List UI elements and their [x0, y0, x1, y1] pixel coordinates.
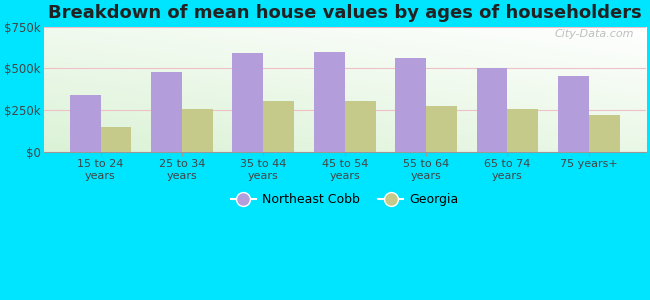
Bar — [233, 53, 263, 152]
Bar — [344, 101, 376, 152]
Bar — [558, 76, 589, 152]
Title: Breakdown of mean house values by ages of householders: Breakdown of mean house values by ages o… — [48, 4, 642, 22]
Bar — [101, 127, 131, 152]
Bar — [151, 72, 182, 152]
Bar — [508, 109, 538, 152]
Text: City-Data.com: City-Data.com — [554, 29, 634, 39]
Bar — [426, 106, 457, 152]
Bar — [476, 68, 508, 152]
Legend: Northeast Cobb, Georgia: Northeast Cobb, Georgia — [226, 188, 464, 211]
Bar — [263, 101, 294, 152]
Bar — [589, 115, 620, 152]
Bar — [395, 58, 426, 152]
Bar — [314, 52, 344, 152]
Bar — [182, 109, 213, 152]
Bar — [70, 95, 101, 152]
